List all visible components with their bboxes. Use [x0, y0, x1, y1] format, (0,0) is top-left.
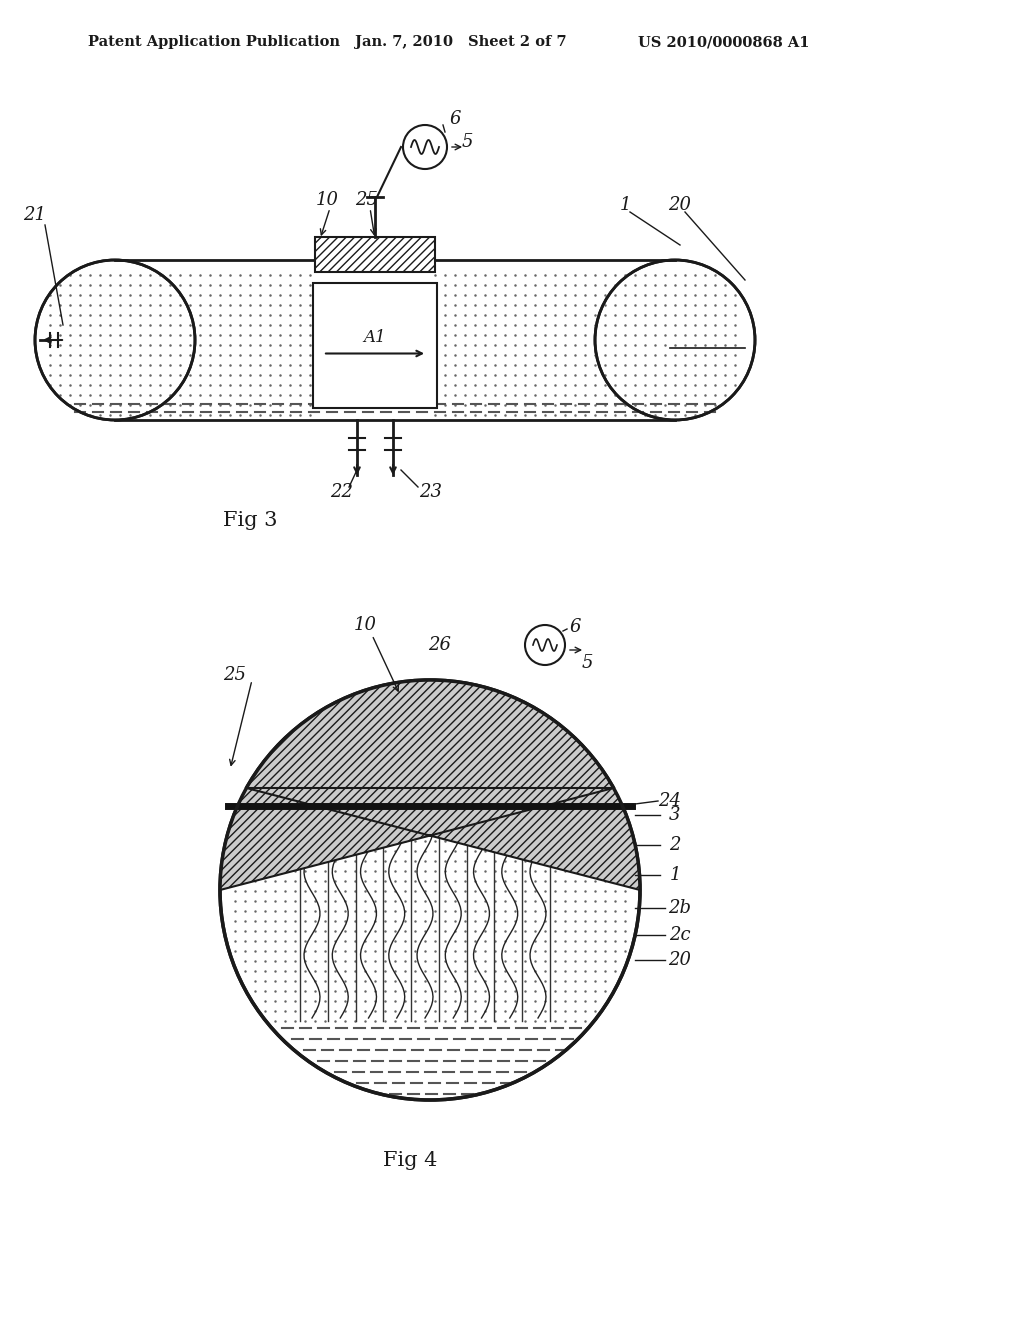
Text: Jan. 7, 2010: Jan. 7, 2010: [355, 36, 453, 49]
Text: 6: 6: [569, 618, 581, 636]
Text: 2b: 2b: [669, 899, 691, 917]
Text: A1: A1: [364, 329, 386, 346]
Text: US 2010/0000868 A1: US 2010/0000868 A1: [638, 36, 810, 49]
Text: 5: 5: [461, 133, 473, 150]
Polygon shape: [220, 680, 640, 890]
Text: 10: 10: [353, 616, 377, 634]
Text: 20: 20: [669, 950, 691, 969]
Circle shape: [403, 125, 447, 169]
Text: 25: 25: [223, 667, 247, 684]
Text: 2: 2: [670, 836, 681, 854]
Text: 2c: 2c: [670, 927, 691, 944]
Bar: [115, 260, 675, 420]
Text: Patent Application Publication: Patent Application Publication: [88, 36, 340, 49]
Text: 23: 23: [420, 483, 442, 502]
Circle shape: [220, 680, 640, 1100]
Text: 22: 22: [331, 483, 353, 502]
Text: 25: 25: [355, 191, 379, 209]
Text: 6: 6: [450, 110, 461, 128]
Bar: [225, 788, 635, 807]
Text: 5: 5: [582, 653, 593, 672]
Ellipse shape: [595, 260, 755, 420]
Text: 10: 10: [315, 191, 339, 209]
Bar: [313, 282, 437, 408]
Text: 3: 3: [670, 807, 681, 824]
Text: 20: 20: [669, 195, 691, 214]
Text: 21: 21: [24, 206, 46, 224]
Circle shape: [525, 624, 565, 665]
Text: 1: 1: [620, 195, 631, 214]
Text: 26: 26: [428, 636, 452, 653]
Text: Fig 4: Fig 4: [383, 1151, 437, 1170]
Ellipse shape: [35, 260, 195, 420]
Bar: [315, 238, 435, 272]
Text: Fig 3: Fig 3: [223, 511, 278, 529]
Text: 24: 24: [658, 792, 682, 810]
Text: 1: 1: [670, 866, 681, 884]
Text: Sheet 2 of 7: Sheet 2 of 7: [468, 36, 566, 49]
